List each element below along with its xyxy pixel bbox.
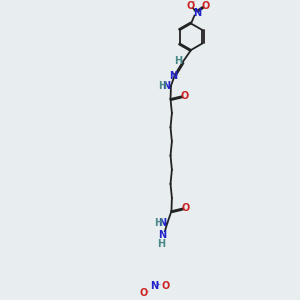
Text: ⁻: ⁻ [145,290,149,296]
Text: +: + [155,282,160,287]
Text: O: O [187,1,195,11]
Text: O: O [162,281,170,291]
Text: O: O [201,1,209,11]
Text: ⁻: ⁻ [191,1,195,7]
Text: O: O [140,289,148,298]
Text: O: O [182,203,190,213]
Text: N: N [158,230,166,240]
Text: N: N [158,218,166,228]
Text: H: H [154,218,162,228]
Text: H: H [157,239,165,250]
Text: H: H [158,81,166,91]
Text: O: O [181,91,189,101]
Text: N: N [150,281,158,291]
Text: N: N [162,81,170,91]
Text: N: N [169,71,177,81]
Text: H: H [174,56,182,66]
Text: N: N [193,8,201,18]
